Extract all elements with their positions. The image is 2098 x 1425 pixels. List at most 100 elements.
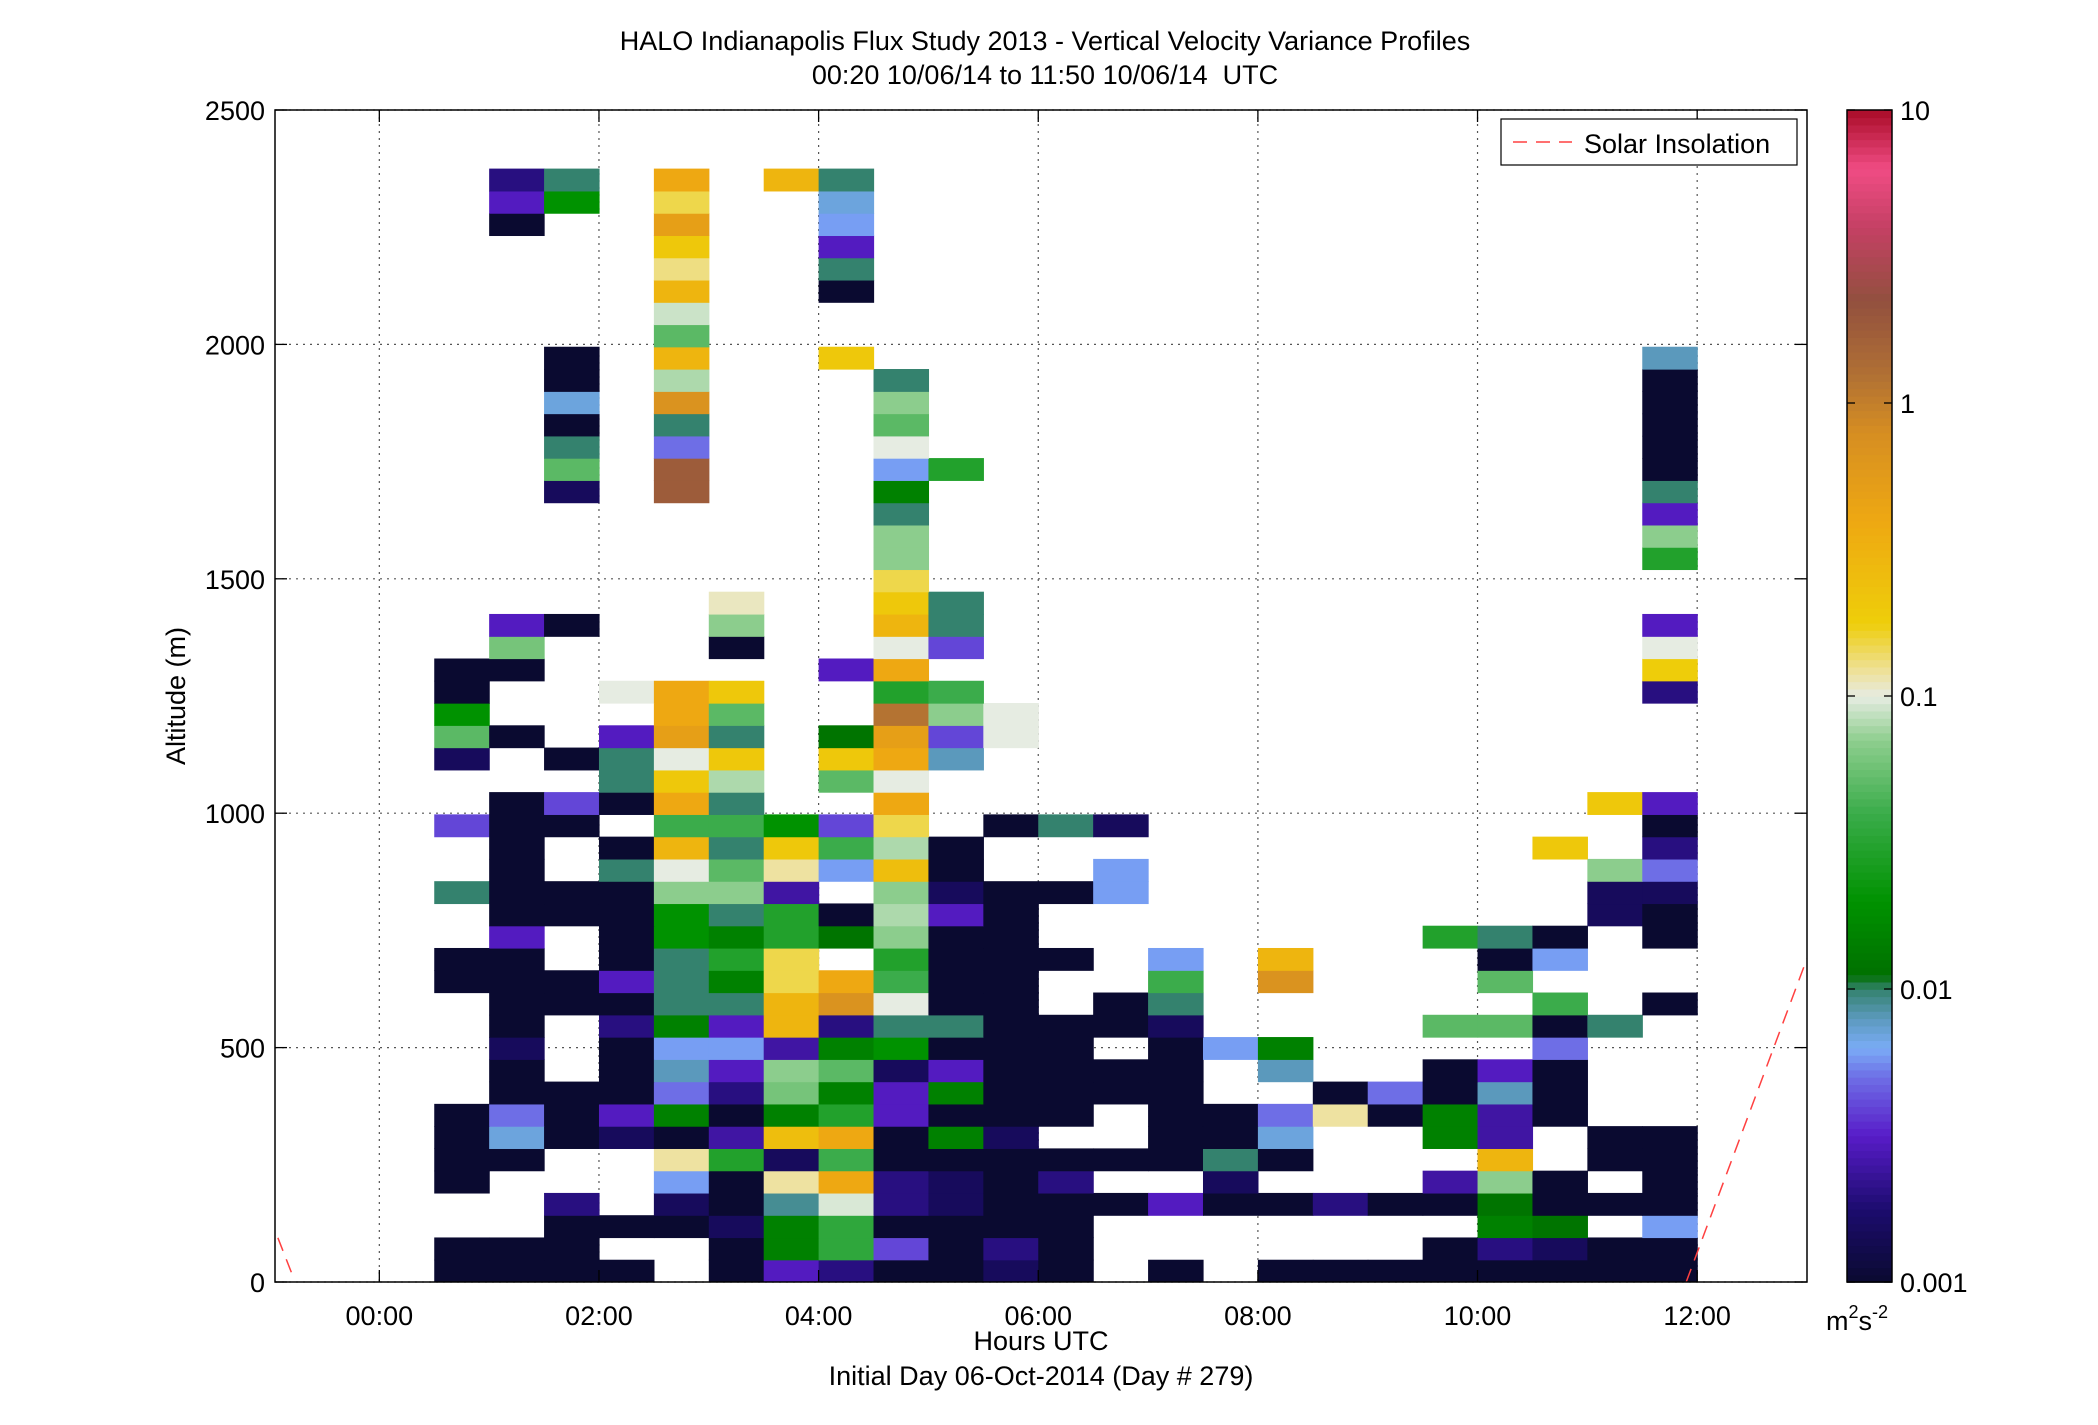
colorbar-segment <box>1847 527 1892 536</box>
heatmap-cell <box>873 725 930 749</box>
y-tick-label: 1500 <box>205 565 265 595</box>
heatmap-cell <box>983 947 1039 971</box>
heatmap-cell <box>544 346 600 370</box>
colorbar-segment <box>1847 256 1892 265</box>
heatmap-cell <box>873 836 930 860</box>
heatmap-cell <box>653 346 710 370</box>
colorbar-segment <box>1847 205 1892 214</box>
heatmap-cell <box>434 814 490 838</box>
heatmap-cell <box>434 658 490 682</box>
heatmap-cell <box>1477 1014 1534 1038</box>
heatmap-cell <box>1312 1081 1369 1105</box>
heatmap-cell <box>1532 1170 1588 1194</box>
colorbar-segment <box>1847 1164 1892 1173</box>
heatmap-cells <box>434 168 1698 1282</box>
heatmap-cell <box>1642 636 1698 660</box>
heatmap-cell <box>653 1103 710 1127</box>
heatmap-cell <box>544 1081 600 1105</box>
heatmap-cell <box>983 1126 1039 1149</box>
colorbar-segment <box>1847 1091 1892 1100</box>
colorbar-segment <box>1847 381 1892 390</box>
colorbar-segment <box>1847 652 1892 661</box>
heatmap-cell <box>1532 992 1588 1016</box>
colorbar-segment <box>1847 110 1892 119</box>
heatmap-cell <box>928 1059 984 1083</box>
colorbar-segment <box>1847 307 1892 316</box>
heatmap-cell <box>653 391 710 415</box>
heatmap-cell <box>1312 1103 1369 1127</box>
legend-label: Solar Insolation <box>1584 129 1770 159</box>
colorbar-segment <box>1847 608 1892 617</box>
heatmap-cell <box>928 858 984 882</box>
heatmap-cell <box>1257 970 1314 994</box>
heatmap-cell <box>983 1059 1039 1083</box>
heatmap-cell <box>1532 1081 1588 1105</box>
colorbar-segment <box>1847 805 1892 815</box>
heatmap-cell <box>598 925 655 949</box>
colorbar-segment <box>1847 923 1892 932</box>
heatmap-cell <box>873 1148 930 1172</box>
heatmap-cell <box>873 1081 930 1105</box>
heatmap-cell <box>983 881 1039 905</box>
heatmap-cell <box>1587 1192 1643 1216</box>
colorbar-segment <box>1847 285 1892 294</box>
heatmap-cell <box>983 903 1039 927</box>
colorbar-segment <box>1847 1179 1892 1188</box>
colorbar-segment <box>1847 271 1892 280</box>
colorbar-segment <box>1847 945 1892 954</box>
colorbar-segment <box>1847 681 1892 690</box>
colorbar-segment <box>1847 666 1892 675</box>
heatmap-cell <box>653 947 710 971</box>
colorbar-segment <box>1847 476 1892 485</box>
heatmap-cell <box>873 814 930 838</box>
heatmap-cell <box>708 947 765 971</box>
colorbar-segment <box>1847 571 1892 580</box>
heatmap-cell <box>1093 1148 1149 1172</box>
heatmap-cell <box>1148 1148 1204 1172</box>
heatmap-cell <box>928 1259 984 1282</box>
heatmap-cell <box>708 814 765 838</box>
heatmap-cell <box>1477 947 1534 971</box>
heatmap-cell <box>1148 1059 1204 1083</box>
colorbar-segment <box>1847 388 1892 397</box>
colorbar-segment <box>1847 1172 1892 1181</box>
heatmap-cell <box>763 1259 820 1282</box>
colorbar-segment <box>1847 512 1892 522</box>
heatmap-cell <box>708 769 765 793</box>
heatmap-cell <box>708 591 765 615</box>
heatmap-cell <box>873 881 930 905</box>
heatmap-cell <box>1038 1014 1094 1038</box>
heatmap-cell <box>1477 1170 1534 1194</box>
heatmap-cell <box>1093 1059 1149 1083</box>
heatmap-cell <box>928 1170 984 1194</box>
colorbar-segment <box>1847 1069 1892 1078</box>
heatmap-cell <box>1148 1037 1204 1060</box>
x-tick-label: 08:00 <box>1224 1301 1292 1331</box>
heatmap-cell <box>818 346 875 370</box>
heatmap-cell <box>708 703 765 726</box>
colorbar-segment <box>1847 403 1892 412</box>
colorbar-segment <box>1847 227 1892 236</box>
colorbar-segment <box>1847 1098 1892 1108</box>
x-axis-label: Hours UTC <box>973 1326 1108 1356</box>
colorbar-segment <box>1847 432 1892 441</box>
colorbar-segment <box>1847 959 1892 968</box>
colorbar-segment <box>1847 505 1892 514</box>
heatmap-cell <box>653 324 710 348</box>
heatmap-cell <box>434 1148 490 1172</box>
heatmap-cell <box>1202 1170 1259 1194</box>
heatmap-cell <box>1477 1081 1534 1105</box>
heatmap-cell <box>598 1014 655 1038</box>
colorbar-segment <box>1847 161 1892 170</box>
colorbar-segment <box>1847 754 1892 763</box>
y-tick-label: 0 <box>250 1268 265 1298</box>
heatmap-cell <box>1422 1014 1479 1038</box>
heatmap-cell <box>983 970 1039 994</box>
heatmap-cell <box>1148 1259 1204 1282</box>
colorbar-segment <box>1847 315 1892 324</box>
heatmap-cell <box>873 524 930 548</box>
heatmap-cell <box>544 1103 600 1127</box>
heatmap-cell <box>763 1148 820 1172</box>
colorbar-segment <box>1847 952 1892 961</box>
heatmap-cell <box>818 213 875 237</box>
